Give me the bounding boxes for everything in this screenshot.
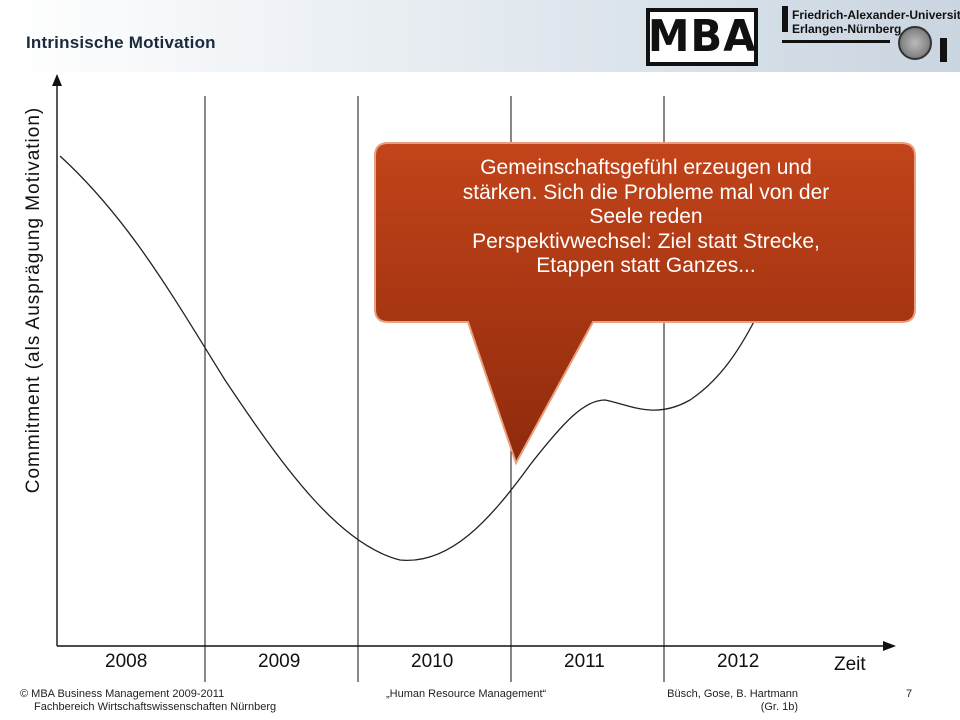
mba-logo-text: MBA (647, 11, 757, 62)
callout-line: stärken. Sich die Probleme mal von der (462, 180, 830, 204)
header-band: Intrinsische Motivation MBA Friedrich-Al… (0, 0, 960, 72)
slide-title: Intrinsische Motivation (26, 33, 216, 52)
year-label: 2012 (717, 651, 760, 672)
callout-bubble (374, 142, 916, 466)
x-axis-label: Zeit (834, 654, 866, 675)
callout-line: Seele reden (589, 205, 703, 228)
mba-logo: MBA (646, 8, 758, 66)
footer-authors: Büsch, Gose, B. Hartmann (Gr. 1b) (652, 688, 798, 714)
fau-logo-bar-left (782, 6, 788, 32)
footer-course: „Human Resource Management“ (386, 688, 547, 700)
y-axis-arrow-icon (52, 74, 62, 86)
fau-logo-line2: Erlangen-Nürnberg (792, 22, 902, 36)
fau-logo: Friedrich-Alexander-Universität Erlangen… (782, 6, 960, 66)
fau-logo-text: Friedrich-Alexander-Universität Erlangen… (792, 8, 960, 36)
commitment-curve (59, 155, 761, 561)
year-label: 2011 (564, 651, 605, 672)
callout-text: Gemeinschaftsgefühl erzeugen und stärken… (378, 156, 914, 279)
callout-line: Gemeinschaftsgefühl erzeugen und (480, 156, 812, 179)
footer-copyright: © MBA Business Management 2009-2011 (20, 688, 225, 700)
fau-seal-icon (898, 26, 932, 60)
page-number: 7 (906, 688, 913, 700)
fau-logo-underline (782, 40, 890, 43)
year-label: 2008 (105, 651, 148, 672)
callout-line: Perspektivwechsel: Ziel statt Strecke, (472, 229, 820, 253)
year-label: 2009 (258, 651, 301, 672)
footer-left: © MBA Business Management 2009-2011 Fach… (20, 688, 276, 714)
fau-logo-line1: Friedrich-Alexander-Universität (792, 8, 960, 22)
y-axis-label: Commitment (als Ausprägung Motivation) (23, 106, 44, 494)
year-label: 2010 (411, 651, 454, 672)
x-axis-arrow-icon (883, 641, 896, 651)
footer-department: Fachbereich Wirtschaftswissenschaften Nü… (34, 701, 277, 713)
footer-authors-names: Büsch, Gose, B. Hartmann (667, 688, 798, 700)
callout-line: Etappen statt Ganzes... (536, 254, 756, 277)
fau-logo-bar-right (940, 38, 947, 62)
footer-authors-group: (Gr. 1b) (760, 701, 798, 713)
